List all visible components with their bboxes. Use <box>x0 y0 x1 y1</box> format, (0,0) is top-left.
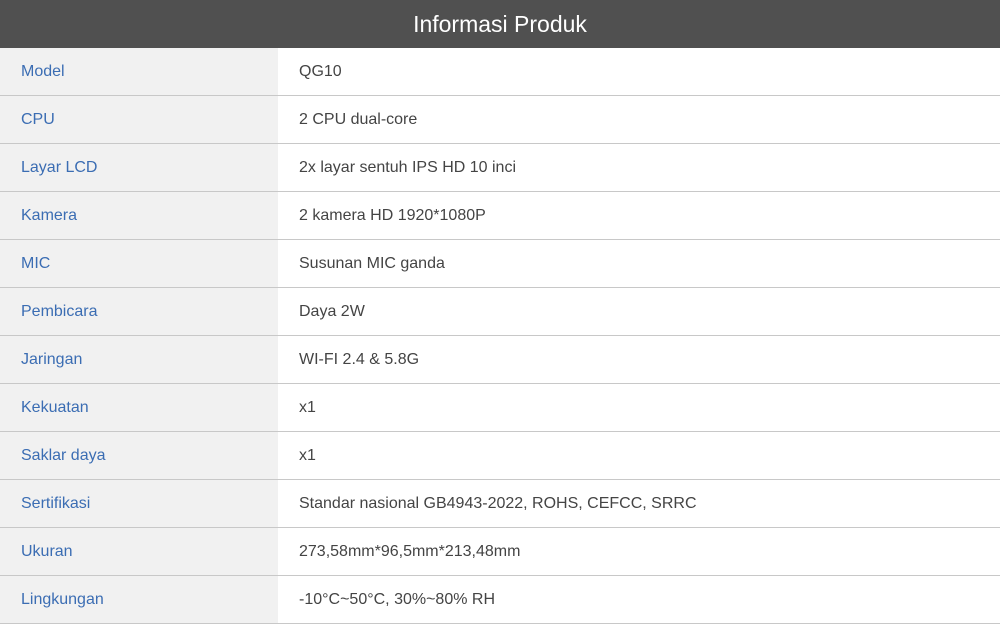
table-row: Pembicara Daya 2W <box>0 287 1000 336</box>
table-row: Saklar daya x1 <box>0 431 1000 480</box>
table-row: Model QG10 <box>0 48 1000 96</box>
spec-label: Saklar daya <box>0 431 278 480</box>
table-row: Lingkungan -10°C~50°C, 30%~80% RH <box>0 575 1000 624</box>
spec-label: Model <box>0 48 278 96</box>
spec-value: -10°C~50°C, 30%~80% RH <box>278 575 1000 624</box>
table-row: Kamera 2 kamera HD 1920*1080P <box>0 191 1000 240</box>
spec-label: Layar LCD <box>0 143 278 192</box>
spec-value: WI-FI 2.4 & 5.8G <box>278 335 1000 384</box>
table-row: Sertifikasi Standar nasional GB4943-2022,… <box>0 479 1000 528</box>
spec-value: x1 <box>278 383 1000 432</box>
spec-label: Sertifikasi <box>0 479 278 528</box>
table-row: Jaringan WI-FI 2.4 & 5.8G <box>0 335 1000 384</box>
spec-value: x1 <box>278 431 1000 480</box>
spec-label: Lingkungan <box>0 575 278 624</box>
spec-label: CPU <box>0 95 278 144</box>
table-row: Ukuran 273,58mm*96,5mm*213,48mm <box>0 527 1000 576</box>
spec-value: Standar nasional GB4943-2022, ROHS, CEFC… <box>278 479 1000 528</box>
spec-value: 2 kamera HD 1920*1080P <box>278 191 1000 240</box>
spec-label: Kekuatan <box>0 383 278 432</box>
table-row: CPU 2 CPU dual-core <box>0 95 1000 144</box>
spec-label: Ukuran <box>0 527 278 576</box>
spec-label: MIC <box>0 239 278 288</box>
table-row: MIC Susunan MIC ganda <box>0 239 1000 288</box>
table-title: Informasi Produk <box>0 0 1000 48</box>
table-row: Layar LCD 2x layar sentuh IPS HD 10 inci <box>0 143 1000 192</box>
spec-value: Susunan MIC ganda <box>278 239 1000 288</box>
spec-value: 2x layar sentuh IPS HD 10 inci <box>278 143 1000 192</box>
table-row: Kekuatan x1 <box>0 383 1000 432</box>
spec-value: QG10 <box>278 48 1000 96</box>
spec-value: 273,58mm*96,5mm*213,48mm <box>278 527 1000 576</box>
spec-label: Pembicara <box>0 287 278 336</box>
spec-label: Kamera <box>0 191 278 240</box>
product-info-table: Model QG10 CPU 2 CPU dual-core Layar LCD 2x l… <box>0 48 1000 624</box>
spec-label: Jaringan <box>0 335 278 384</box>
spec-value: Daya 2W <box>278 287 1000 336</box>
spec-value: 2 CPU dual-core <box>278 95 1000 144</box>
